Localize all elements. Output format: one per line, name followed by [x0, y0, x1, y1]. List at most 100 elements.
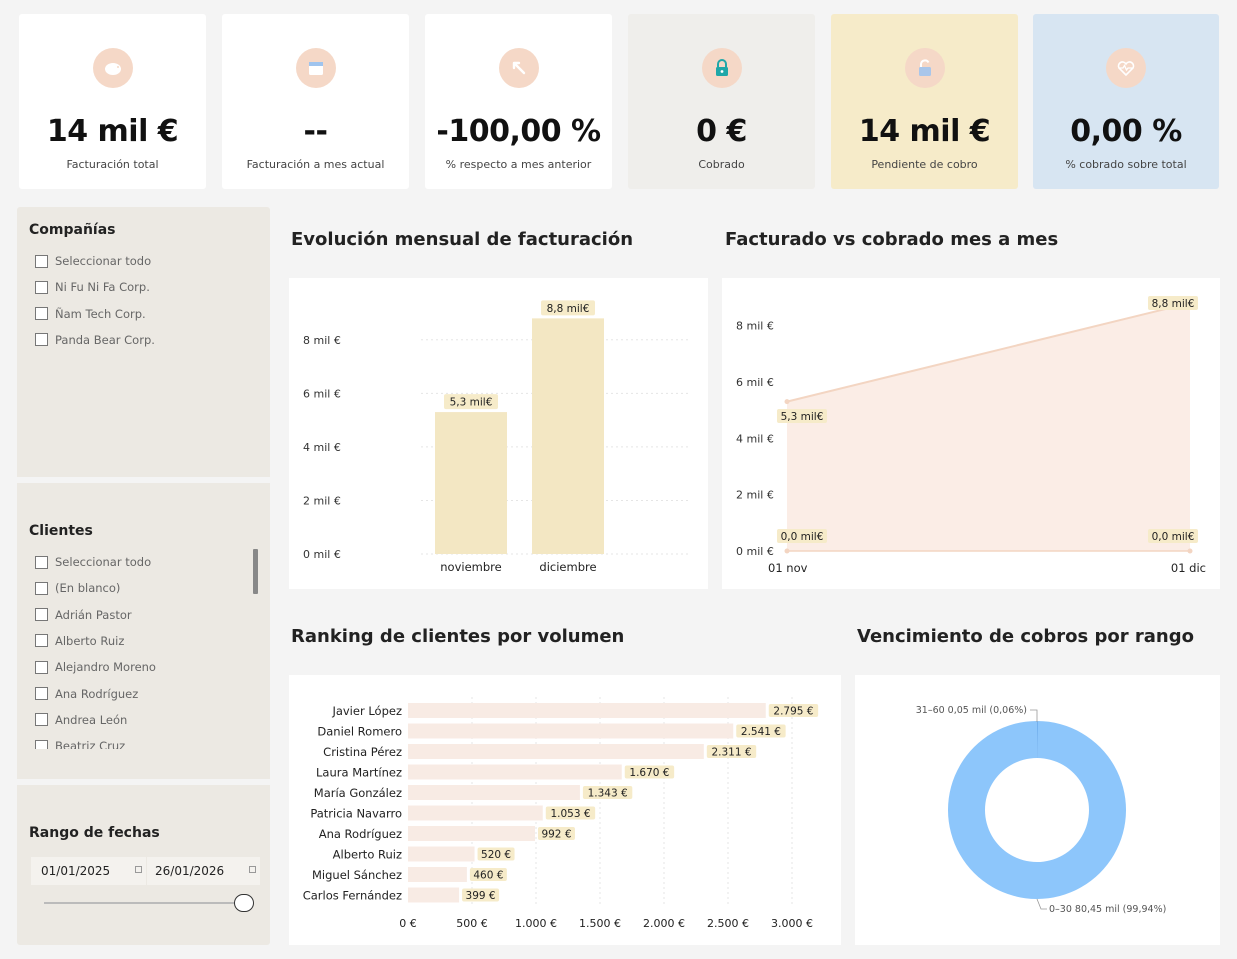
slicer-item-label: Beatriz Cruz	[55, 739, 126, 749]
date-range-track[interactable]	[44, 902, 244, 904]
data-label: 1.053 €	[550, 808, 590, 820]
checkbox[interactable]	[35, 333, 48, 347]
slicer-item-label: Ni Fu Ni Fa Corp.	[55, 280, 150, 295]
due-chart-title: Vencimiento de cobros por rango	[857, 626, 1194, 647]
slicer-item[interactable]: Seleccionar todo	[35, 254, 151, 268]
checkbox[interactable]	[35, 581, 48, 595]
date-range-slicer: Rango de fechas 01/01/2025 26/01/2026	[17, 785, 270, 945]
kpi-label: Facturación total	[66, 158, 159, 171]
slicer-item-label: Ñam Tech Corp.	[55, 306, 146, 321]
slicer-item[interactable]: Seleccionar todo	[35, 555, 151, 569]
date-to-input[interactable]: 26/01/2026	[147, 857, 260, 885]
checkbox[interactable]	[35, 280, 48, 294]
bar-client	[408, 826, 535, 841]
x-tick-label: 2.500 €	[707, 917, 749, 930]
date-range-handle[interactable]	[234, 894, 254, 912]
data-label-bg	[469, 868, 507, 881]
data-label-bg	[537, 827, 575, 840]
y-tick-label: Patricia Navarro	[310, 807, 402, 821]
data-label: 460 €	[473, 870, 503, 882]
x-tick-label: 01 dic	[1171, 561, 1206, 575]
slicer-item[interactable]: Panda Bear Corp.	[35, 333, 155, 347]
y-tick-label: 0 mil €	[736, 545, 774, 558]
bar-client	[408, 805, 543, 821]
data-label-bg	[1148, 296, 1198, 310]
x-tick-label: diciembre	[539, 560, 596, 574]
x-tick-label: noviembre	[440, 560, 501, 574]
data-label-bg	[624, 765, 675, 779]
kpi-card-collected-percent: 0,00 % % cobrado sobre total	[1033, 14, 1219, 189]
line-facturado	[786, 302, 1191, 403]
checkbox[interactable]	[35, 555, 48, 569]
data-label: 399 €	[466, 890, 496, 902]
checkbox[interactable]	[35, 687, 48, 700]
slicer-item[interactable]: Adrián Pastor	[35, 608, 132, 622]
x-tick-label: 3.000 €	[771, 917, 813, 930]
slicer-item-label: Andrea León	[55, 712, 128, 727]
due-chart-card: 31–60 0,05 mil (0,06%) 0–30 80,45 mil (99…	[855, 675, 1220, 945]
y-tick-label: Javier López	[331, 704, 402, 718]
x-tick-label: 1.000 €	[515, 917, 557, 930]
kpi-label: Facturación a mes actual	[246, 158, 385, 171]
slicer-item[interactable]: Alberto Ruiz	[35, 634, 124, 648]
companies-title: Compañías	[29, 222, 116, 238]
arrow-icon	[498, 48, 539, 88]
bar-client	[408, 785, 580, 800]
data-label-bg	[582, 786, 633, 799]
y-tick-label: 6 mil €	[736, 376, 774, 389]
checkbox[interactable]	[35, 608, 48, 622]
kpi-label: % respecto a mes anterior	[445, 158, 592, 171]
slicer-item-label: Alejandro Moreno	[55, 660, 156, 675]
data-label-bg	[477, 847, 515, 861]
slicer-item-label: Alberto Ruiz	[55, 633, 125, 648]
checkbox[interactable]	[35, 739, 48, 749]
y-tick-label: 2 mil €	[303, 494, 341, 507]
y-tick-label: 2 mil €	[736, 489, 774, 502]
y-tick-label: 6 mil €	[303, 387, 341, 400]
clients-scrollbar[interactable]	[253, 549, 258, 594]
point-Facturado	[784, 399, 790, 405]
slicer-item[interactable]: Beatriz Cruz	[35, 739, 125, 749]
bar-client	[408, 703, 766, 718]
slicer-item-label: Seleccionar todo	[55, 555, 152, 569]
kpi-card-pending: 14 mil € Pendiente de cobro	[831, 14, 1018, 189]
slicer-item-label: Adrián Pastor	[55, 607, 132, 622]
slicer-item[interactable]: Alejandro Moreno	[35, 660, 156, 674]
data-label-bg	[706, 745, 757, 758]
data-label-bg	[777, 409, 827, 423]
calendar-icon[interactable]	[249, 866, 256, 873]
checkbox[interactable]	[35, 634, 48, 648]
checkbox[interactable]	[35, 660, 48, 674]
data-label: 2.541 €	[741, 726, 781, 738]
monthly-chart: 0 mil € 2 mil € 4 mil € 6 mil € 8 mil € 5,3 m…	[303, 300, 689, 574]
slicer-item[interactable]: Andrea León	[35, 713, 127, 727]
data-label: 8,8 mil€	[547, 303, 590, 315]
slicer-item[interactable]: (En blanco)	[35, 581, 120, 595]
ranking-chart-card: 0 € 500 € 1.000 € 1.500 € 2.000 € 2.500 € 3.00…	[289, 675, 841, 945]
data-label-bg	[444, 394, 498, 410]
x-tick-label: 0 €	[399, 917, 417, 930]
clients-list-viewport: Seleccionar todo (En blanco) Adrián Pastor…	[17, 551, 270, 749]
slicer-item-label: Panda Bear Corp.	[55, 332, 155, 347]
y-tick-label: 4 mil €	[303, 441, 341, 454]
slicer-item[interactable]: Ana Rodríguez	[35, 687, 138, 701]
date-from-value: 01/01/2025	[41, 864, 111, 878]
slicer-item-label: Ana Rodríguez	[55, 686, 139, 701]
checkbox[interactable]	[35, 307, 48, 321]
data-label: 1.670 €	[629, 767, 669, 779]
bar-client	[408, 887, 460, 903]
calendar-icon[interactable]	[135, 866, 142, 873]
vs-chart: 0 mil € 2 mil € 4 mil € 6 mil € 8 mil € 5,3 m…	[736, 296, 1206, 575]
leader-line	[1030, 709, 1038, 722]
slicer-item[interactable]: Ni Fu Ni Fa Corp.	[35, 280, 150, 294]
data-label-bg	[768, 704, 819, 717]
data-label-bg	[1148, 529, 1198, 543]
unlock-icon	[904, 48, 945, 88]
kpi-value: 14 mil €	[46, 114, 179, 149]
slicer-item-label: (En blanco)	[55, 581, 121, 596]
date-from-input[interactable]: 01/01/2025	[31, 857, 146, 885]
data-label: 5,3 mil€	[450, 397, 493, 409]
checkbox[interactable]	[35, 713, 48, 727]
slicer-item[interactable]: Ñam Tech Corp.	[35, 307, 146, 321]
checkbox[interactable]	[35, 254, 48, 268]
